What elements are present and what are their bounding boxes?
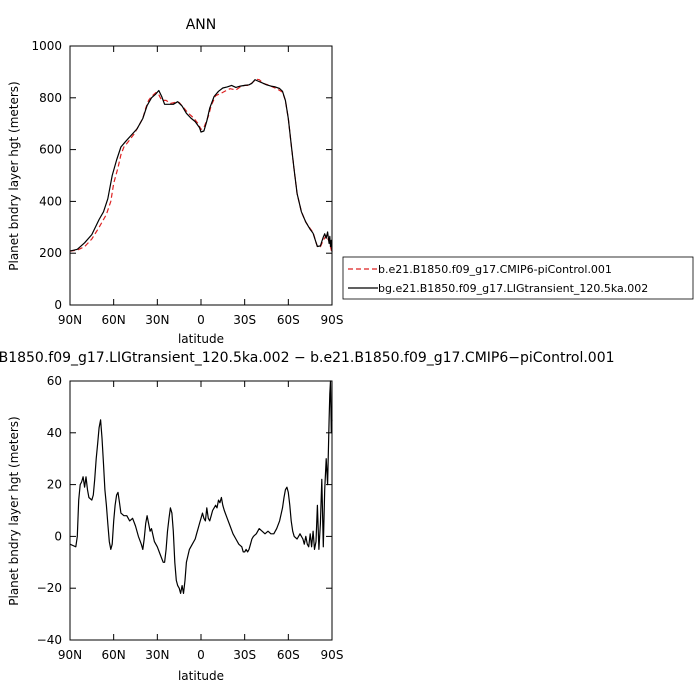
bottom-plot-frame — [69, 380, 333, 641]
top-chart-title: ANN — [186, 17, 217, 33]
top-y-tick-label: 400 — [39, 194, 62, 208]
bottom-panel: bg.e21.B1850.f09_g17.LIGtransient_120.5k… — [0, 350, 615, 683]
bottom-y-tick-label: −20 — [37, 581, 62, 595]
bottom-x-tick-label: 30S — [233, 648, 256, 662]
top-x-axis-label: latitude — [178, 332, 224, 346]
legend-label-control: b.e21.B1850.f09_g17.CMIP6-piControl.001 — [378, 263, 612, 276]
top-y-tick-label: 200 — [39, 246, 62, 260]
legend: b.e21.B1850.f09_g17.CMIP6-piControl.001 … — [342, 256, 694, 300]
bottom-y-tick-label: 20 — [47, 478, 62, 492]
bottom-x-tick-label: 90S — [321, 648, 344, 662]
bottom-y-tick-label: 60 — [47, 374, 62, 388]
bottom-y-tick-label: 0 — [54, 529, 62, 543]
top-series-line-0 — [69, 78, 333, 254]
top-x-tick-label: 60S — [277, 313, 300, 327]
top-x-tick-label: 60N — [102, 313, 126, 327]
top-y-tick-label: 0 — [54, 298, 62, 312]
bottom-x-ticks: 90N 60N 30N 0 30S 60S 90S — [58, 381, 344, 662]
bottom-x-tick-label: 30N — [145, 648, 169, 662]
legend-label-ligtransient: bg.e21.B1850.f09_g17.LIGtransient_120.5k… — [378, 282, 648, 295]
top-x-tick-label: 90N — [58, 313, 82, 327]
top-series-line-1 — [69, 79, 333, 252]
top-x-tick-label: 30S — [233, 313, 256, 327]
legend-box — [342, 256, 694, 300]
bottom-chart-title: bg.e21.B1850.f09_g17.LIGtransient_120.5k… — [0, 350, 615, 366]
bottom-x-tick-label: 60S — [277, 648, 300, 662]
bottom-x-tick-label: 60N — [102, 648, 126, 662]
top-plot-frame — [69, 45, 333, 306]
bottom-series-line-0 — [69, 380, 333, 595]
top-y-tick-label: 600 — [39, 143, 62, 157]
bottom-y-ticks: −40 −20 0 20 40 60 — [37, 374, 332, 647]
top-y-ticks: 0 200 400 600 800 1000 — [31, 39, 332, 312]
bottom-x-axis-label: latitude — [178, 669, 224, 683]
top-y-tick-label: 800 — [39, 91, 62, 105]
top-y-tick-label: 1000 — [31, 39, 62, 53]
bottom-x-tick-label: 90N — [58, 648, 82, 662]
top-x-tick-label: 0 — [197, 313, 205, 327]
top-x-tick-label: 90S — [321, 313, 344, 327]
top-x-tick-label: 30N — [145, 313, 169, 327]
top-panel: ANN 90N 60N 30N 0 30S 60S 90S 0 200 400 600 800 100… — [7, 17, 343, 346]
bottom-y-tick-label: −40 — [37, 633, 62, 647]
bottom-series-layer — [69, 380, 333, 595]
bottom-y-tick-label: 40 — [47, 426, 62, 440]
bottom-x-tick-label: 0 — [197, 648, 205, 662]
bottom-y-axis-label: Planet bndry layer hgt (meters) — [7, 416, 21, 606]
top-x-ticks: 90N 60N 30N 0 30S 60S 90S — [58, 46, 344, 327]
top-y-axis-label: Planet bndry layer hgt (meters) — [7, 81, 21, 271]
top-series-layer — [69, 78, 333, 254]
